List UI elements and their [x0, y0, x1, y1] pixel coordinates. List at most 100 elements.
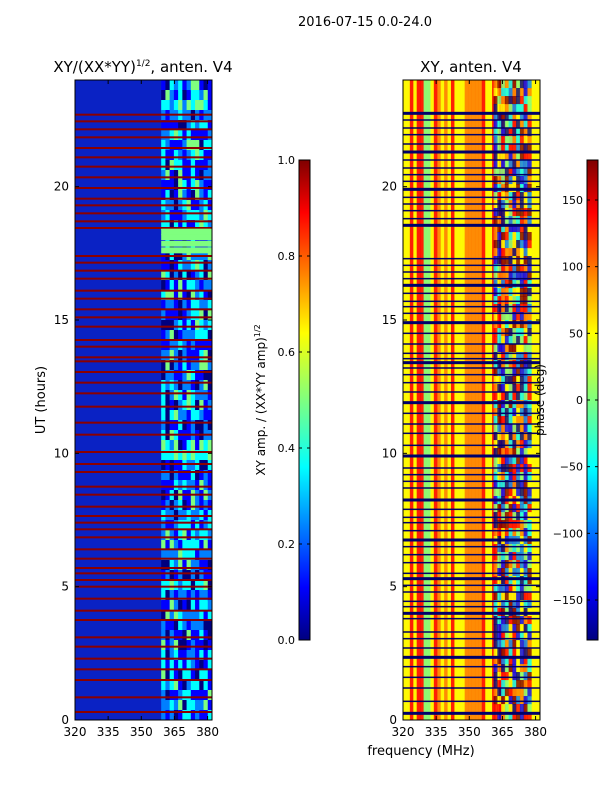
amplitude-rfi-cell — [207, 350, 212, 361]
amplitude-rfi-cell — [165, 450, 171, 461]
amplitude-rfi-cell — [195, 640, 200, 651]
amplitude-flag-row — [75, 433, 212, 436]
phase-flag-row — [403, 631, 540, 633]
amplitude-rfi-cell — [165, 180, 171, 191]
amplitude-rfi-cell — [186, 160, 192, 171]
phase-flag-row — [403, 217, 540, 220]
amplitude-rfi-cell — [169, 280, 175, 291]
amplitude-colorbar-ticks: 0.00.20.40.60.81.0 — [278, 154, 310, 647]
phase-frequency-stripe — [485, 80, 490, 720]
phase-rfi-cell — [527, 272, 532, 281]
amplitude-rfi-cell — [169, 530, 175, 541]
phase-rfi-cell — [508, 264, 513, 273]
amplitude-rfi-cell — [190, 610, 196, 621]
phase-rfi-cell — [501, 120, 506, 129]
amplitude-rfi-cell — [199, 120, 205, 131]
phase-rfi-cell — [527, 656, 532, 665]
amplitude-rfi-cell — [190, 170, 196, 181]
amplitude-rfi-cell — [207, 80, 212, 91]
amplitude-rfi-cell — [190, 140, 196, 151]
phase-rfi-cell — [527, 176, 532, 185]
phase-rfi-cell — [493, 448, 498, 457]
phase-rfi-cell — [527, 344, 532, 353]
amplitude-rfi-cell — [190, 650, 196, 661]
phase-rfi-cell — [504, 152, 510, 161]
amplitude-rfi-cell — [199, 640, 205, 651]
phase-rfi-cell — [497, 480, 502, 489]
phase-rfi-cell — [519, 96, 525, 105]
phase-frequency-stripe — [420, 80, 425, 720]
phase-rfi-cell — [504, 472, 510, 481]
phase-rfi-cell — [497, 584, 502, 593]
phase-rfi-cell — [493, 656, 498, 665]
amplitude-rfi-cell — [207, 360, 212, 371]
amplitude-rfi-cell — [186, 540, 192, 551]
phase-rfi-cell — [523, 456, 528, 465]
phase-rfi-cell — [504, 624, 510, 633]
phase-rfi-cell — [516, 360, 521, 369]
phase-rfi-cell — [504, 144, 510, 153]
phase-rfi-cell — [523, 192, 528, 201]
amplitude-rfi-cell — [199, 590, 205, 601]
phase-rfi-cell — [504, 616, 510, 625]
phase-rfi-cell — [519, 520, 525, 529]
phase-rfi-cell — [501, 640, 506, 649]
phase-rfi-cell — [504, 456, 510, 465]
phase-rfi-cell — [527, 160, 532, 169]
phase-rfi-cell — [519, 648, 525, 657]
amplitude-rfi-cell — [203, 190, 209, 201]
amplitude-rfi-cell — [178, 130, 183, 141]
amplitude-rfi-cell — [178, 630, 183, 641]
phase-rfi-cell — [497, 248, 502, 257]
amplitude-rfi-cell — [199, 620, 205, 631]
amplitude-rfi-cell — [169, 210, 175, 221]
phase-rfi-cell — [504, 504, 510, 513]
amplitude-rfi-cell — [199, 570, 205, 581]
phase-rfi-cell — [501, 424, 506, 433]
amplitude-rfi-cell — [161, 300, 166, 311]
amplitude-rfi-cell — [186, 140, 192, 151]
amplitude-rfi-cell — [173, 440, 179, 451]
phase-rfi-cell — [497, 600, 502, 609]
phase-rfi-cell — [501, 304, 506, 313]
phase-rfi-cell — [508, 320, 513, 329]
amplitude-rfi-cell — [203, 220, 209, 231]
amplitude-xtick-label: 365 — [163, 725, 186, 739]
phase-rfi-cell — [504, 368, 510, 377]
phase-rfi-cell — [501, 360, 506, 369]
amplitude-rfi-cell — [199, 130, 205, 141]
phase-rfi-cell — [508, 344, 513, 353]
phase-ytick-label: 15 — [382, 313, 397, 327]
amplitude-rfi-cell — [178, 420, 183, 431]
phase-rfi-cell — [501, 152, 506, 161]
phase-rfi-cell — [493, 152, 498, 161]
phase-rfi-cell — [508, 160, 513, 169]
amplitude-rfi-cell — [169, 690, 175, 701]
phase-rfi-cell — [508, 232, 513, 241]
amplitude-rfi-cell — [182, 590, 188, 601]
phase-rfi-cell — [519, 360, 525, 369]
amplitude-rfi-cell — [178, 280, 183, 291]
amplitude-rfi-cell — [203, 680, 209, 691]
phase-rfi-cell — [493, 592, 498, 601]
amplitude-rfi-cell — [199, 400, 205, 411]
amplitude-rfi-cell — [161, 150, 166, 161]
phase-rfi-cell — [527, 504, 532, 513]
amplitude-rfi-cell — [199, 360, 205, 371]
amplitude-rfi-cell — [186, 450, 192, 461]
amplitude-rfi-cell — [173, 220, 179, 231]
phase-rfi-cell — [493, 576, 498, 585]
amplitude-rfi-cell — [203, 620, 209, 631]
amplitude-flag-row — [75, 657, 212, 660]
phase-rfi-cell — [501, 328, 506, 337]
phase-rfi-cell — [516, 160, 521, 169]
amplitude-rfi-cell — [190, 180, 196, 191]
phase-rfi-cell — [493, 272, 498, 281]
phase-flag-row — [403, 577, 540, 581]
phase-flag-row — [403, 264, 540, 267]
amplitude-rfi-cell — [195, 320, 200, 331]
phase-rfi-cell — [493, 320, 498, 329]
amplitude-rfi-cell — [190, 550, 196, 561]
phase-rfi-cell — [501, 568, 506, 577]
amplitude-rfi-cell — [203, 500, 209, 511]
